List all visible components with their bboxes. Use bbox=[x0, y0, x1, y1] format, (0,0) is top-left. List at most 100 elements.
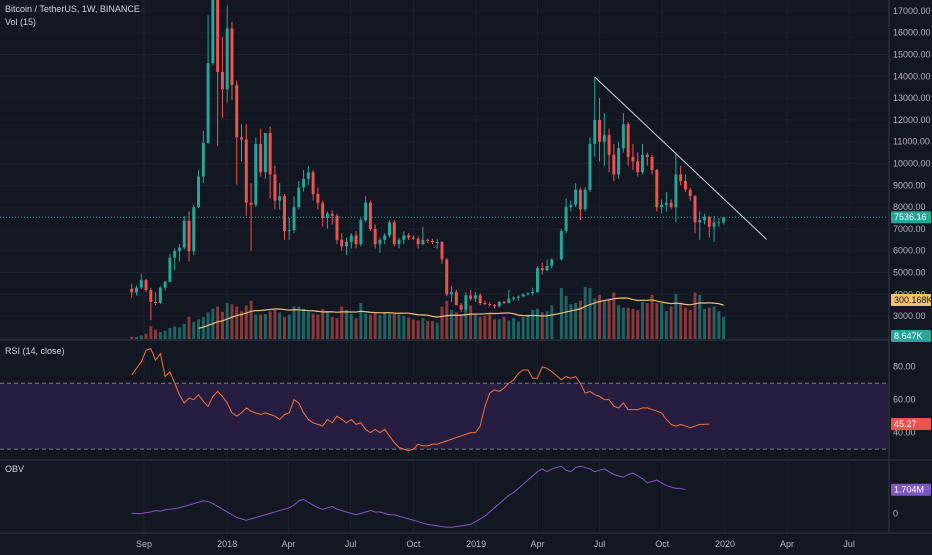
volume-bar bbox=[512, 318, 516, 339]
price-tick-label: 11000.00 bbox=[893, 137, 930, 147]
candle-body bbox=[712, 222, 716, 227]
gridlines bbox=[0, 0, 932, 534]
volume-bar bbox=[641, 301, 644, 339]
price-tick-label: 14000.00 bbox=[893, 71, 931, 81]
candle-body bbox=[569, 204, 573, 208]
volume-bar bbox=[235, 306, 239, 339]
volume-bar bbox=[158, 332, 162, 339]
volume-bar bbox=[664, 311, 668, 339]
volume-bar bbox=[435, 322, 439, 339]
candle-body bbox=[268, 132, 272, 175]
candle-body bbox=[306, 172, 310, 179]
candle-body bbox=[621, 124, 625, 149]
candle-body bbox=[211, 0, 215, 64]
candle-body bbox=[263, 132, 267, 173]
volume-bar bbox=[168, 327, 172, 339]
volume-bar bbox=[469, 305, 473, 339]
candle-body bbox=[626, 124, 630, 157]
candle-body bbox=[430, 240, 434, 242]
candle-body bbox=[216, 0, 220, 72]
volume-bar bbox=[660, 303, 664, 339]
candle-body bbox=[302, 178, 306, 188]
candle-body bbox=[249, 202, 253, 205]
candle-body bbox=[325, 213, 329, 219]
candle-body bbox=[354, 235, 358, 245]
volume-bar bbox=[316, 314, 320, 339]
volume-bar bbox=[402, 315, 406, 339]
candle-body bbox=[593, 119, 597, 144]
candle-body bbox=[287, 229, 291, 232]
candle-body bbox=[149, 289, 153, 302]
volume-bar bbox=[526, 314, 530, 339]
rsi-legend: RSI (14, close) bbox=[5, 346, 65, 356]
volume-bar bbox=[340, 306, 344, 339]
volume-bar bbox=[679, 303, 683, 339]
volume-bar bbox=[306, 311, 310, 339]
volume-bar bbox=[197, 319, 201, 339]
volume-bar bbox=[617, 305, 621, 339]
volume-bar bbox=[268, 311, 272, 339]
candle-body bbox=[683, 180, 687, 190]
volume-bar bbox=[282, 316, 286, 339]
volume-bar bbox=[464, 306, 468, 339]
volume-bar bbox=[569, 304, 573, 339]
volume-bar bbox=[674, 293, 678, 339]
time-tick-label: Jul bbox=[594, 539, 606, 549]
volume-bar bbox=[378, 315, 382, 339]
candle-body bbox=[321, 202, 325, 219]
candle-body bbox=[368, 202, 372, 229]
candle-body bbox=[507, 298, 511, 304]
volume-bar bbox=[368, 314, 372, 339]
candle-body bbox=[311, 172, 315, 195]
volume-bar bbox=[325, 311, 329, 339]
candle-body bbox=[335, 215, 339, 240]
candle-body bbox=[158, 287, 162, 304]
obv-last-tag: 1.704M bbox=[894, 485, 924, 495]
candle-body bbox=[645, 154, 649, 157]
symbol-legend: Bitcoin / TetherUS, 1W, BINANCE bbox=[5, 4, 140, 14]
time-tick-label: Sep bbox=[136, 539, 152, 549]
volume-bar bbox=[292, 306, 296, 339]
volume-bar bbox=[411, 319, 415, 339]
price-tick-label: 12000.00 bbox=[893, 115, 931, 125]
candle-body bbox=[669, 202, 673, 208]
volume-bar bbox=[144, 333, 148, 339]
rsi-last-tag-bg bbox=[891, 417, 931, 430]
candle-body bbox=[602, 135, 606, 142]
candle-body bbox=[192, 207, 196, 252]
time-tick-label: 2020 bbox=[715, 539, 735, 549]
volume-bar bbox=[430, 321, 434, 339]
volume-bar bbox=[225, 303, 229, 339]
volume-bar bbox=[535, 308, 539, 339]
candle-body bbox=[330, 213, 334, 216]
candle-body bbox=[478, 295, 482, 304]
candle-body bbox=[345, 241, 349, 247]
volume-bar bbox=[493, 319, 496, 339]
volume-bar bbox=[574, 303, 578, 339]
candle-body bbox=[273, 174, 277, 201]
volume-bar bbox=[163, 330, 167, 339]
candle-body bbox=[531, 292, 535, 294]
candle-body bbox=[230, 28, 234, 86]
volume-bar bbox=[588, 287, 592, 339]
volume-bar bbox=[578, 300, 582, 339]
candle-body bbox=[526, 293, 530, 295]
candle-body bbox=[612, 154, 616, 175]
volume-bar bbox=[373, 313, 377, 339]
volume-bar bbox=[278, 312, 282, 339]
volume-bar bbox=[220, 311, 224, 339]
volume-bar bbox=[454, 312, 458, 339]
candle-body bbox=[722, 217, 726, 223]
volume-bar bbox=[669, 306, 673, 339]
candle-body bbox=[664, 202, 668, 205]
candle-body bbox=[469, 295, 473, 299]
volume-bar bbox=[426, 321, 430, 339]
time-tick-label: 2018 bbox=[217, 539, 237, 549]
candle-body bbox=[168, 257, 172, 282]
volume-bar bbox=[364, 313, 368, 339]
candle-body bbox=[416, 238, 420, 245]
volume-bar bbox=[259, 314, 263, 339]
candle-body bbox=[349, 235, 353, 242]
